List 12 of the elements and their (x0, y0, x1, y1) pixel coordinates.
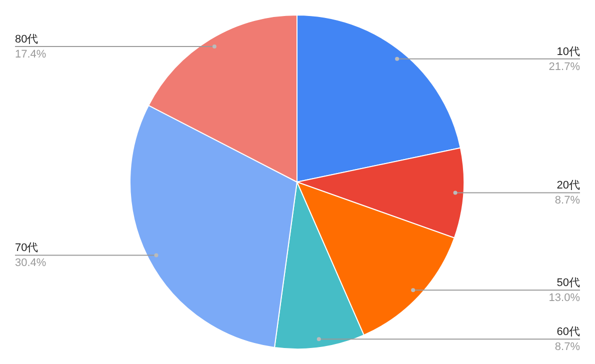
slice-label: 70代 (15, 242, 38, 254)
data-label: 30.4% (15, 257, 46, 270)
slice-label: 60代 (556, 326, 580, 338)
data-label: 21.7% (548, 60, 580, 73)
slice-label: 50代 (556, 277, 580, 290)
data-label: 17.4% (15, 48, 46, 61)
slice-label: 80代 (15, 34, 38, 46)
slice-label: 20代 (556, 180, 580, 192)
data-label: 8.7% (554, 341, 580, 354)
data-label: 13.0% (548, 292, 580, 304)
slice-label: 10代 (556, 46, 580, 58)
data-label: 8.7% (554, 194, 580, 207)
